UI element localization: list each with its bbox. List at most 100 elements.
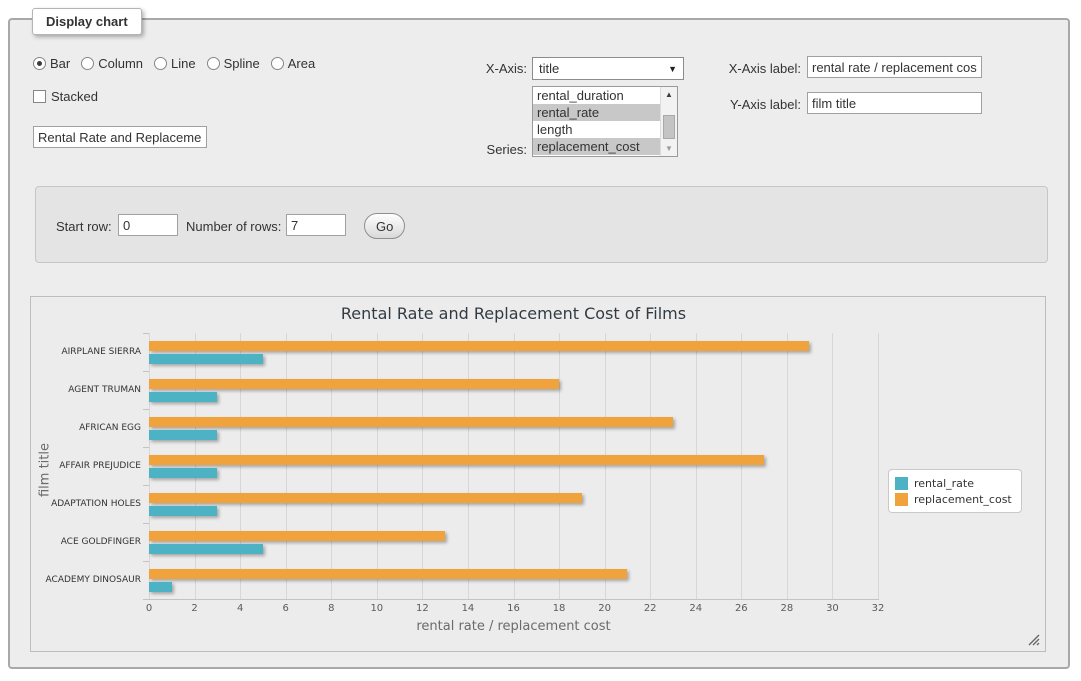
radio-option-spline[interactable]: Spline (207, 56, 260, 71)
bar-rental_rate[interactable] (149, 468, 217, 478)
category-tick (143, 561, 149, 562)
bar-replacement_cost[interactable] (149, 341, 809, 351)
display-chart-fieldset: Display chart Bar Column Line Spline Are… (8, 18, 1070, 669)
radio-icon-bar[interactable] (33, 57, 46, 70)
bar-replacement_cost[interactable] (149, 493, 582, 503)
radio-icon-spline[interactable] (207, 57, 220, 70)
x-axis-tick-label: 26 (726, 603, 756, 614)
scroll-down-icon[interactable]: ▼ (661, 141, 677, 156)
bar-replacement_cost[interactable] (149, 455, 764, 465)
y-category-label: AIRPLANE SIERRA (36, 347, 141, 357)
gridline (377, 333, 378, 599)
gridline (149, 333, 150, 599)
stacked-label: Stacked (51, 89, 98, 104)
start-row-input[interactable] (118, 214, 178, 236)
x-axis-line (149, 599, 879, 600)
x-axis-tick-label: 28 (772, 603, 802, 614)
go-button[interactable]: Go (364, 213, 405, 239)
series-option-replacement-cost[interactable]: replacement_cost (533, 138, 660, 155)
series-option-rental-duration[interactable]: rental_duration (533, 87, 660, 104)
gridline (832, 333, 833, 599)
gridline (696, 333, 697, 599)
num-rows-input[interactable] (286, 214, 346, 236)
series-option-length[interactable]: length (533, 121, 660, 138)
y-category-label: ADAPTATION HOLES (36, 499, 141, 509)
start-row-label: Start row: (56, 219, 112, 234)
series-option-rental-rate[interactable]: rental_rate (533, 104, 660, 121)
xaxis-select[interactable]: title ▼ (532, 57, 684, 80)
scrollbar-thumb[interactable] (663, 115, 675, 139)
category-tick (143, 523, 149, 524)
bar-replacement_cost[interactable] (149, 531, 445, 541)
y-category-label: AFFAIR PREJUDICE (36, 461, 141, 471)
category-tick (143, 333, 149, 334)
radio-option-column[interactable]: Column (81, 56, 143, 71)
stacked-option[interactable]: Stacked (33, 89, 98, 104)
gridline (240, 333, 241, 599)
gridline (741, 333, 742, 599)
series-options: rental_duration rental_rate length repla… (533, 87, 660, 155)
x-axis-tick-label: 6 (271, 603, 301, 614)
radio-icon-line[interactable] (154, 57, 167, 70)
legend-item-rental_rate[interactable]: rental_rate (895, 475, 1012, 491)
category-tick (143, 485, 149, 486)
gridline (878, 333, 879, 599)
resize-handle-icon[interactable] (1028, 634, 1040, 646)
x-axis-tick-label: 0 (134, 603, 164, 614)
y-category-label: AGENT TRUMAN (36, 385, 141, 395)
radio-label-column: Column (98, 56, 143, 71)
bar-rental_rate[interactable] (149, 392, 217, 402)
stacked-checkbox[interactable] (33, 90, 46, 103)
series-select-label: Series: (427, 142, 527, 157)
row-range-panel: Start row: Number of rows: Go (35, 186, 1048, 263)
chart-title-input[interactable] (33, 126, 207, 148)
x-axis-tick-label: 8 (316, 603, 346, 614)
bar-replacement_cost[interactable] (149, 379, 559, 389)
x-axis-tick-label: 18 (544, 603, 574, 614)
legend-item-replacement_cost[interactable]: replacement_cost (895, 491, 1012, 507)
num-rows-label: Number of rows: (186, 219, 281, 234)
bar-rental_rate[interactable] (149, 354, 263, 364)
category-tick (143, 447, 149, 448)
bar-rental_rate[interactable] (149, 506, 217, 516)
radio-option-bar[interactable]: Bar (33, 56, 70, 71)
gridline (650, 333, 651, 599)
bar-replacement_cost[interactable] (149, 569, 627, 579)
yaxis-label-field-label: Y-Axis label: (671, 97, 801, 112)
gridline (286, 333, 287, 599)
xaxis-label-input[interactable] (807, 56, 982, 78)
bar-rental_rate[interactable] (149, 430, 217, 440)
category-tick (143, 599, 149, 600)
chart-type-radio-group: Bar Column Line Spline Area (33, 56, 322, 71)
radio-option-line[interactable]: Line (154, 56, 196, 71)
page: Display chart Bar Column Line Spline Are… (0, 0, 1081, 681)
category-tick (143, 371, 149, 372)
radio-label-line: Line (171, 56, 196, 71)
plot-area (149, 333, 878, 599)
y-category-label: ACADEMY DINOSAUR (36, 575, 141, 585)
radio-option-area[interactable]: Area (271, 56, 315, 71)
gridline (514, 333, 515, 599)
y-category-label: ACE GOLDFINGER (36, 537, 141, 547)
x-axis-tick-label: 20 (590, 603, 620, 614)
yaxis-label-input[interactable] (807, 92, 982, 114)
radio-label-bar: Bar (50, 56, 70, 71)
y-category-label: AFRICAN EGG (36, 423, 141, 433)
bar-rental_rate[interactable] (149, 544, 263, 554)
xaxis-select-label: X-Axis: (427, 61, 527, 76)
radio-label-area: Area (288, 56, 315, 71)
radio-icon-area[interactable] (271, 57, 284, 70)
x-axis-tick-label: 14 (453, 603, 483, 614)
chart-title: Rental Rate and Replacement Cost of Film… (149, 304, 878, 323)
xaxis-selected-value: title (539, 61, 559, 76)
gridline (468, 333, 469, 599)
bar-replacement_cost[interactable] (149, 417, 673, 427)
gridline (195, 333, 196, 599)
legend-label: rental_rate (914, 477, 974, 490)
x-axis-tick-label: 10 (362, 603, 392, 614)
radio-icon-column[interactable] (81, 57, 94, 70)
x-axis-title: rental rate / replacement cost (149, 619, 878, 634)
legend-label: replacement_cost (914, 493, 1012, 506)
bar-rental_rate[interactable] (149, 582, 172, 592)
series-listbox[interactable]: rental_duration rental_rate length repla… (532, 86, 678, 157)
